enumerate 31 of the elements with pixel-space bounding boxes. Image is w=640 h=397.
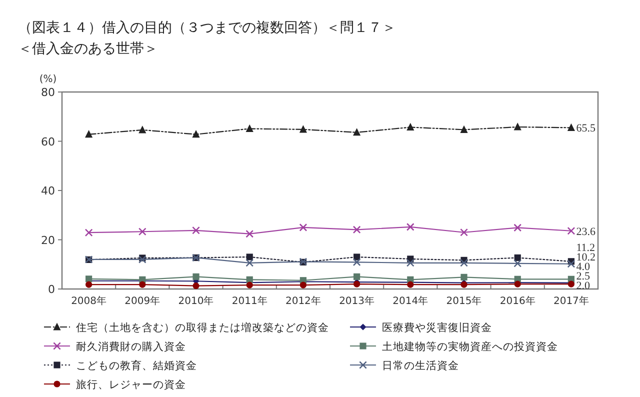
data-label: 10.2 <box>576 252 596 264</box>
y-tick-label: 80 <box>41 86 55 99</box>
legend-label: こどもの教育、結婚資金 <box>76 359 197 372</box>
y-tick-label: 20 <box>41 234 55 247</box>
legend-label: 医療費や災害復旧資金 <box>382 321 492 334</box>
data-label: 65.5 <box>576 122 596 135</box>
legend-label: 土地建物等の実物資産への投資資金 <box>382 340 558 353</box>
data-label: 4.0 <box>576 261 590 273</box>
data-label: 23.6 <box>576 226 596 238</box>
y-tick-label: 0 <box>48 283 55 296</box>
legend-label: 日常の生活資金 <box>382 359 459 372</box>
x-tick-label: 2015年 <box>446 295 482 307</box>
chart-subtitle: ＜借入金のある世帯＞ <box>18 41 158 57</box>
data-label: 2.5 <box>576 270 590 282</box>
x-tick-label: 2013年 <box>339 295 375 307</box>
x-tick-label: 2016年 <box>500 295 536 307</box>
y-axis-title: (%) <box>39 74 57 85</box>
x-tick-label: 2010年 <box>178 295 214 307</box>
x-tick-label: 2012年 <box>285 295 321 307</box>
legend-label: 旅行、レジャーの資金 <box>76 378 186 391</box>
x-tick-label: 2011年 <box>232 295 268 307</box>
x-tick-label: 2014年 <box>392 295 428 307</box>
x-tick-label: 2008年 <box>71 295 107 307</box>
legend-label: 住宅（土地を含む）の取得または増改築などの資金 <box>76 321 329 334</box>
data-label: 11.2 <box>576 242 596 254</box>
x-tick-label: 2017年 <box>553 295 589 307</box>
legend-label: 耐久消費財の購入資金 <box>76 340 186 353</box>
x-tick-label: 2009年 <box>124 295 160 307</box>
y-tick-label: 60 <box>41 135 55 148</box>
chart-title: （図表１４）借入の目的（３つまでの複数回答）＜問１７＞ <box>18 20 396 36</box>
y-tick-label: 40 <box>41 184 55 198</box>
